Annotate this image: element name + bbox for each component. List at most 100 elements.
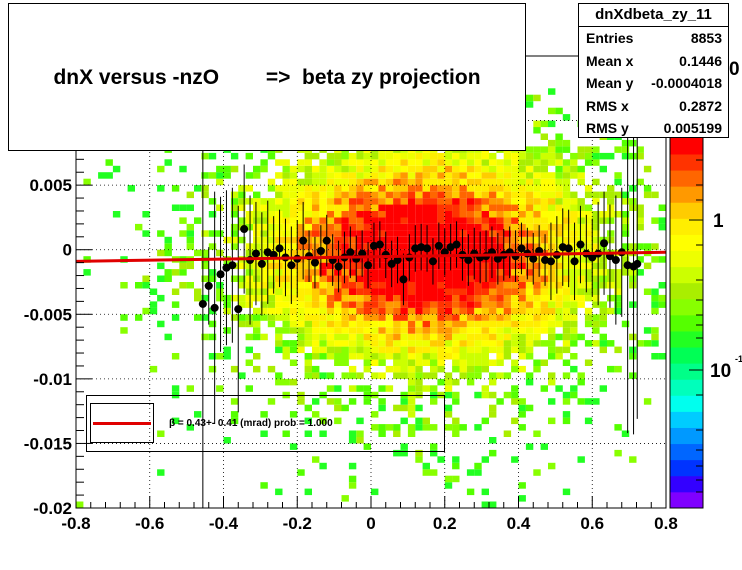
heatmap-cell [334,198,342,205]
heatmap-cell [297,333,305,341]
heatmap-cell [562,191,571,199]
heatmap-cell [304,359,312,366]
heatmap-cell [489,501,497,508]
heatmap-cell [260,333,268,341]
heatmap-cell [260,165,268,173]
heatmap-cell [496,198,504,205]
heatmap-cell [356,275,364,282]
heatmap-cell [326,282,335,289]
heatmap-cell [216,172,224,179]
heatmap-cell [444,475,453,483]
heatmap-cell [533,262,541,270]
heatmap-cell [356,301,364,308]
heatmap-cell [444,178,453,186]
heatmap-cell [326,249,335,257]
palette-swatch [670,266,703,284]
heatmap-cell [348,172,357,179]
heatmap-cell [186,282,194,289]
heatmap-cell [518,301,526,308]
heatmap-cell [437,217,445,224]
heatmap-cell [304,320,312,328]
heatmap-cell [260,275,268,282]
heatmap-cell [459,262,467,270]
heatmap-cell [194,314,202,321]
heatmap-cell [466,223,475,231]
heatmap-cell [245,301,253,308]
heatmap-cell [437,353,445,360]
heatmap-cell [437,294,445,302]
heatmap-cell [393,346,401,354]
heatmap-cell [400,333,408,341]
heatmap-cell [518,178,526,186]
heatmap-cell [607,282,615,289]
heatmap-cell [511,340,519,347]
heatmap-cell [577,282,585,289]
heatmap-cell [393,159,401,166]
heatmap-cell [407,282,416,289]
heatmap-cell [304,365,312,373]
heatmap-cell [385,320,394,328]
heatmap-cell [466,301,475,308]
heatmap-cell [430,327,438,334]
heatmap-cell [289,301,298,308]
heatmap-cell [548,269,556,276]
heatmap-cell [304,178,312,186]
heatmap-cell [466,198,475,205]
heatmap-cell [415,359,423,366]
heatmap-cell [452,178,460,186]
heatmap-cell [437,314,445,321]
heatmap-cell [570,223,578,231]
palette-label-partial: 0 [729,59,740,80]
heatmap-cell [496,282,504,289]
heatmap-cell [76,501,84,508]
heatmap-cell [407,159,416,166]
heatmap-cell [393,217,401,224]
heatmap-cell [371,301,379,308]
heatmap-cell [584,217,593,224]
heatmap-cell [142,307,150,315]
heatmap-cell [267,223,276,231]
heatmap-cell [282,198,290,205]
heatmap-cell [260,243,268,250]
heatmap-cell [466,378,475,386]
x-axis: -0.8 -0.6 -0.4 -0.2 0 0.2 0.4 0.6 0.8 [61,496,678,533]
heatmap-cell [614,424,622,431]
heatmap-cell [474,359,482,366]
heatmap-cell [444,301,453,308]
heatmap-cell [267,230,276,237]
heatmap-cell [518,398,526,405]
heatmap-cell [393,236,401,244]
heatmap-cell [201,185,209,192]
heatmap-cell [525,185,534,192]
heatmap-cell [297,294,305,302]
heatmap-cell [548,275,556,282]
heatmap-cell [481,314,489,321]
heatmap-cell [223,294,231,302]
heatmap-cell [651,333,659,341]
heatmap-cell [444,391,453,399]
heatmap-cell [518,230,526,237]
heatmap-cell [363,327,371,334]
heatmap-cell [312,172,320,179]
heatmap-cell [489,411,497,418]
heatmap-cell [267,178,276,186]
heatmap-cell [304,340,312,347]
heatmap-cell [570,243,578,250]
heatmap-cell [584,275,593,282]
heatmap-cell [371,256,379,263]
heatmap-cell [548,198,556,205]
heatmap-cell [157,230,165,237]
heatmap-cell [363,243,371,250]
stats-label: RMS x [586,97,629,114]
heatmap-cell [289,320,298,328]
heatmap-cell [437,365,445,373]
heatmap-cell [518,282,526,289]
heatmap-cell [503,340,512,347]
heatmap-cell [533,185,541,192]
heatmap-cell [489,256,497,263]
heatmap-cell [334,294,342,302]
heatmap-cell [533,211,541,218]
heatmap-cell [378,340,386,347]
heatmap-cell [260,282,268,289]
heatmap-cell [489,294,497,302]
